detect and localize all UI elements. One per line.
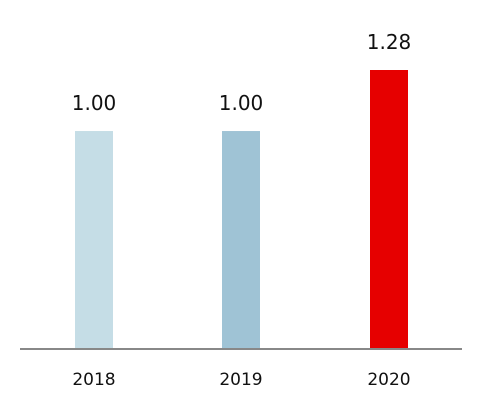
x-tick-label-2018: 2018 (72, 370, 115, 390)
x-tick-label-2019: 2019 (219, 370, 262, 390)
value-label-2018: 1.00 (72, 91, 117, 115)
bars-group (75, 70, 408, 349)
x-tick-labels-group: 2018 2019 2020 (72, 370, 410, 390)
value-label-2020: 1.28 (367, 30, 412, 54)
x-tick-label-2020: 2020 (367, 370, 410, 390)
value-labels-group: 1.00 1.00 1.28 (72, 30, 412, 115)
bar-2020 (370, 70, 408, 349)
bar-2019 (222, 131, 260, 349)
bar-2018 (75, 131, 113, 349)
value-label-2019: 1.00 (219, 91, 264, 115)
